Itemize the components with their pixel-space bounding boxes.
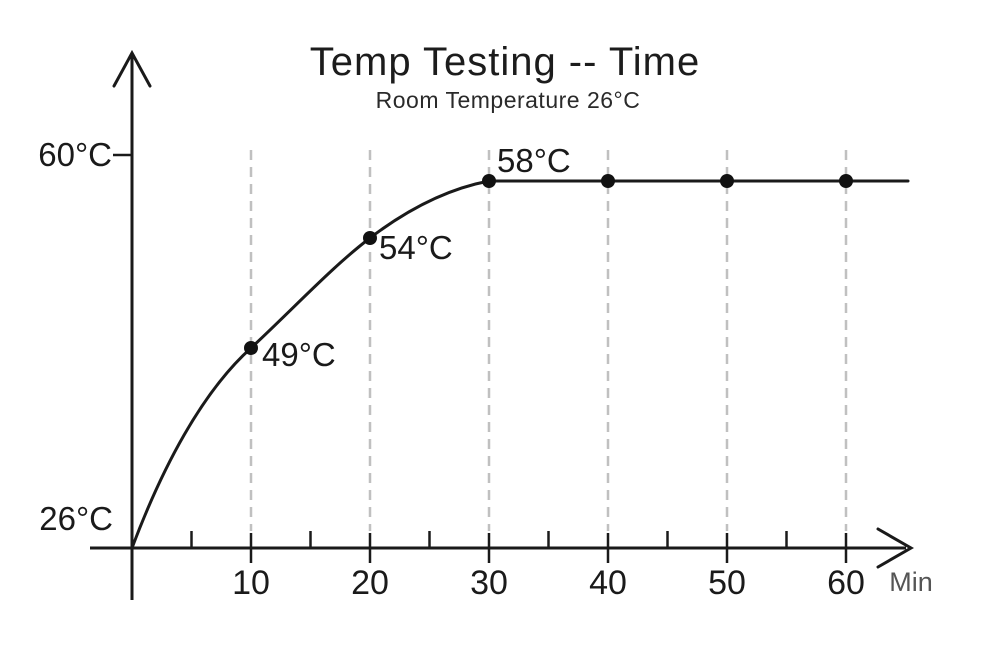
axis-ticks-layer: 10 20 30 40 50 60 xyxy=(190,531,865,602)
point-label-30min: 58°C xyxy=(497,142,571,179)
y-axis-label-26: 26°C xyxy=(39,500,113,537)
point-labels-layer: 49°C 54°C 58°C xyxy=(262,142,571,373)
x-tick-label-60: 60 xyxy=(827,564,865,602)
data-point-20min xyxy=(363,231,377,245)
y-axis-arrow-icon xyxy=(112,49,152,88)
x-axis-unit-label: Min xyxy=(889,567,933,597)
chart-subtitle: Room Temperature 26°C xyxy=(376,87,641,113)
x-tick-label-50: 50 xyxy=(708,564,746,602)
x-tick-label-40: 40 xyxy=(589,564,627,602)
y-axis-label-60: 60°C xyxy=(38,136,112,173)
x-axis-arrow-icon xyxy=(876,527,915,569)
data-point-40min xyxy=(601,174,615,188)
x-tick-label-30: 30 xyxy=(470,564,508,602)
point-label-10min: 49°C xyxy=(262,336,336,373)
data-point-10min xyxy=(244,341,258,355)
chart-title: Temp Testing -- Time xyxy=(310,40,701,84)
gridlines-layer xyxy=(249,150,848,531)
temperature-curve xyxy=(130,179,910,550)
data-points-layer xyxy=(244,174,853,355)
point-label-20min: 54°C xyxy=(379,229,453,266)
axes xyxy=(90,49,915,600)
data-point-60min xyxy=(839,174,853,188)
data-point-30min xyxy=(482,174,496,188)
x-tick-label-10: 10 xyxy=(232,564,270,602)
data-point-50min xyxy=(720,174,734,188)
x-tick-label-20: 20 xyxy=(351,564,389,602)
